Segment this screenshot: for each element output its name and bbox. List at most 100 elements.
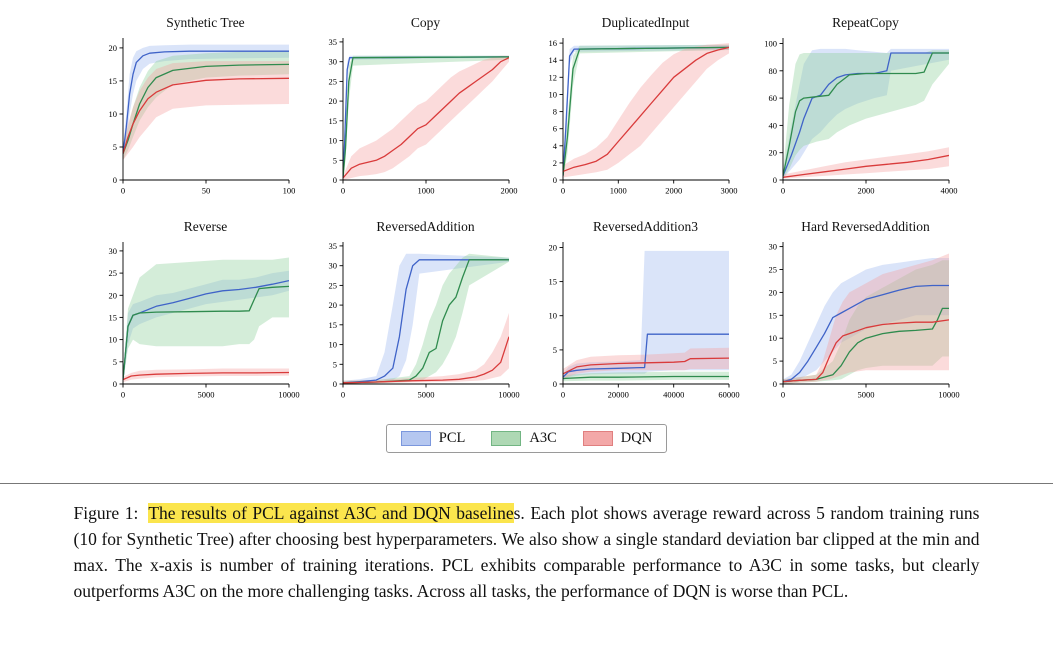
svg-text:15: 15 <box>768 310 777 320</box>
svg-text:12: 12 <box>548 72 557 82</box>
caption-rest: s. Each plot shows average reward across… <box>73 503 980 601</box>
svg-text:1000: 1000 <box>417 186 434 196</box>
svg-text:0: 0 <box>780 390 784 400</box>
svg-text:5: 5 <box>332 359 336 369</box>
svg-text:50: 50 <box>201 186 210 196</box>
svg-text:20: 20 <box>108 43 117 53</box>
svg-text:20000: 20000 <box>607 390 628 400</box>
svg-text:2000: 2000 <box>857 186 874 196</box>
svg-text:8: 8 <box>552 107 556 117</box>
svg-text:0: 0 <box>332 175 336 185</box>
chart-canvas: 0 2000 4000 0 20 40 60 80 100 <box>751 32 963 204</box>
svg-text:5: 5 <box>112 357 116 367</box>
svg-text:2000: 2000 <box>665 186 682 196</box>
chart-canvas: 0 5000 10000 0 5 10 15 20 25 30 <box>751 236 963 408</box>
svg-text:80: 80 <box>768 66 777 76</box>
svg-text:100: 100 <box>764 39 777 49</box>
chart-canvas: 0 50 100 0 5 10 15 20 <box>91 32 303 204</box>
chart-hard-reversed-addition: Hard ReversedAddition 0 5000 10000 0 5 10 15 20… <box>751 218 963 408</box>
svg-text:0: 0 <box>560 390 564 400</box>
chart-title: Reverse <box>183 219 228 234</box>
svg-text:5000: 5000 <box>857 390 874 400</box>
chart-copy: Copy 0 1000 2000 0 5 10 15 20 25 30 35 <box>311 14 523 204</box>
svg-text:30: 30 <box>328 261 337 271</box>
svg-text:25: 25 <box>328 280 337 290</box>
svg-text:20: 20 <box>328 300 337 310</box>
svg-text:6: 6 <box>552 124 556 134</box>
svg-text:10: 10 <box>768 333 777 343</box>
svg-text:10: 10 <box>328 136 337 146</box>
svg-text:2000: 2000 <box>500 186 517 196</box>
legend-patch-a3c <box>491 431 522 446</box>
svg-text:3000: 3000 <box>720 186 737 196</box>
svg-text:15: 15 <box>328 320 337 330</box>
legend-label-pcl: PCL <box>438 430 466 446</box>
chart-canvas: 0 5000 10000 0 5 10 15 20 25 30 35 <box>311 236 523 408</box>
legend-patch-pcl <box>400 431 431 446</box>
svg-text:0: 0 <box>340 186 344 196</box>
legend-label-dqn: DQN <box>620 430 653 446</box>
svg-text:35: 35 <box>328 241 337 251</box>
chart-repeat-copy: RepeatCopy 0 2000 4000 0 20 40 60 80 100 <box>751 14 963 204</box>
legend-item-pcl: PCL <box>400 430 466 447</box>
svg-text:10: 10 <box>548 311 557 321</box>
legend-label-a3c: A3C <box>529 430 557 446</box>
svg-text:10000: 10000 <box>498 390 519 400</box>
svg-text:5: 5 <box>112 142 116 152</box>
svg-text:25: 25 <box>108 268 117 278</box>
svg-text:20: 20 <box>548 243 557 253</box>
figure-1: Synthetic Tree 0 50 100 0 5 10 15 20 Copy 0 1000… <box>91 14 963 453</box>
svg-text:15: 15 <box>108 76 117 86</box>
figure-caption: Figure 1: The results of PCL against A3C … <box>74 500 980 604</box>
svg-text:10: 10 <box>328 340 337 350</box>
svg-text:25: 25 <box>768 265 777 275</box>
svg-text:0: 0 <box>120 186 124 196</box>
svg-text:30: 30 <box>108 246 117 256</box>
page-rule <box>0 483 1053 484</box>
chart-title: RepeatCopy <box>832 15 899 30</box>
svg-text:40000: 40000 <box>663 390 684 400</box>
svg-text:5: 5 <box>772 356 776 366</box>
chart-canvas: 0 1000 2000 0 5 10 15 20 25 30 35 <box>311 32 523 204</box>
svg-text:5000: 5000 <box>197 390 214 400</box>
svg-text:35: 35 <box>328 37 337 47</box>
svg-text:1000: 1000 <box>609 186 626 196</box>
chart-title: ReversedAddition <box>376 219 475 234</box>
svg-text:5: 5 <box>552 345 556 355</box>
svg-text:30: 30 <box>328 57 337 67</box>
svg-text:10000: 10000 <box>278 390 299 400</box>
legend: PCL A3C DQN <box>385 424 668 453</box>
svg-text:100: 100 <box>282 186 295 196</box>
svg-text:20: 20 <box>768 287 777 297</box>
svg-text:5000: 5000 <box>417 390 434 400</box>
svg-text:4: 4 <box>552 141 557 151</box>
chart-reversed-addition3: ReversedAddition3 0 20000 40000 60000 0 5 10 15… <box>531 218 743 408</box>
chart-reversed-addition: ReversedAddition 0 5000 10000 0 5 10 15 20 25 30 3… <box>311 218 523 408</box>
svg-text:0: 0 <box>552 175 556 185</box>
caption-label: Figure 1: <box>73 503 139 523</box>
svg-text:2: 2 <box>552 158 556 168</box>
svg-text:5: 5 <box>332 155 336 165</box>
svg-text:4000: 4000 <box>940 186 957 196</box>
svg-text:0: 0 <box>332 379 336 389</box>
svg-text:0: 0 <box>772 379 776 389</box>
chart-title: Hard ReversedAddition <box>801 219 930 234</box>
svg-text:40: 40 <box>768 120 777 130</box>
svg-text:15: 15 <box>108 312 117 322</box>
chart-title: Copy <box>410 15 441 30</box>
svg-text:20: 20 <box>328 96 337 106</box>
svg-text:0: 0 <box>560 186 564 196</box>
svg-text:16: 16 <box>548 38 557 48</box>
svg-text:25: 25 <box>328 76 337 86</box>
chart-title: DuplicatedInput <box>601 15 690 30</box>
svg-text:20: 20 <box>108 290 117 300</box>
svg-text:14: 14 <box>548 55 557 65</box>
legend-item-dqn: DQN <box>582 430 653 447</box>
svg-text:15: 15 <box>328 116 337 126</box>
svg-text:15: 15 <box>548 277 557 287</box>
svg-text:60000: 60000 <box>718 390 739 400</box>
legend-item-a3c: A3C <box>491 430 557 447</box>
svg-text:20: 20 <box>768 148 777 158</box>
svg-text:0: 0 <box>112 379 116 389</box>
